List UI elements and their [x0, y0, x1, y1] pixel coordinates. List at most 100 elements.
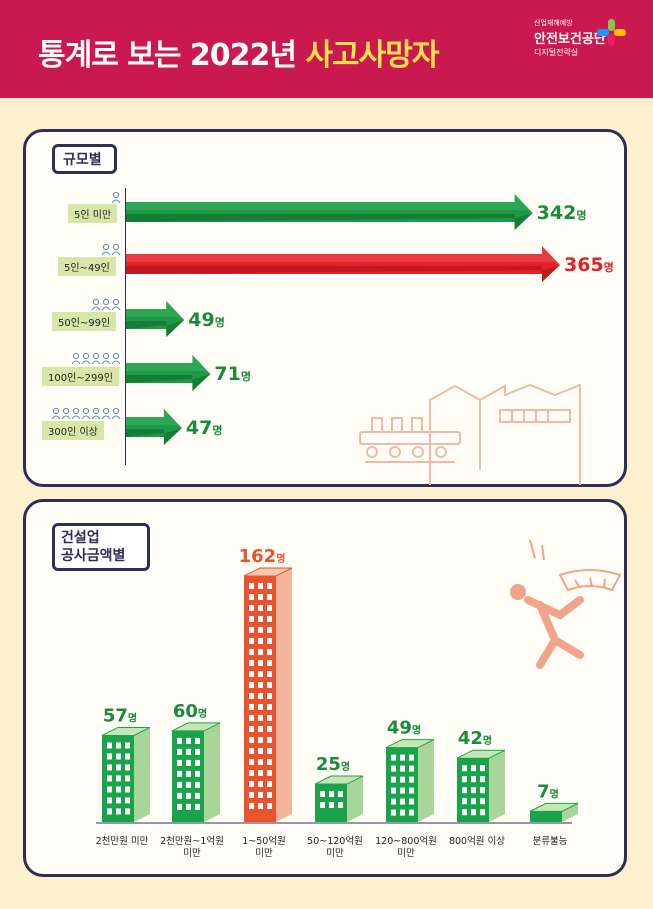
- window: [186, 803, 191, 810]
- window: [471, 776, 476, 783]
- data-label: 342명: [537, 202, 587, 224]
- kosha-logo: 산업재해예방 안전보건공단 디지털전략실: [534, 19, 606, 57]
- window: [258, 704, 263, 710]
- window: [249, 748, 254, 754]
- window: [249, 803, 254, 809]
- data-label: 49명: [188, 309, 225, 331]
- window: [258, 715, 263, 721]
- bar-side: [489, 750, 505, 822]
- window: [125, 753, 130, 760]
- bar-highlight: [126, 355, 211, 374]
- window: [258, 583, 263, 589]
- window: [471, 809, 476, 816]
- window: [391, 754, 396, 761]
- window: [249, 704, 254, 710]
- bar: [243, 567, 293, 822]
- window: [195, 792, 200, 799]
- window: [391, 787, 396, 794]
- construction-section-tag: 건설업 공사금액별: [52, 523, 151, 571]
- window: [267, 649, 272, 655]
- category-label-line: 미만: [255, 848, 273, 859]
- window: [258, 594, 263, 600]
- bar: [126, 409, 182, 445]
- data-label: 7명: [537, 781, 559, 802]
- bar-highlight: [126, 194, 533, 213]
- category-label: 100인~299인: [42, 367, 119, 386]
- window: [267, 638, 272, 644]
- bar-side: [276, 568, 292, 822]
- window: [267, 594, 272, 600]
- window: [186, 770, 191, 777]
- bar: [456, 749, 506, 822]
- window: [177, 792, 182, 799]
- category-label: 800억원 이상: [438, 836, 516, 848]
- window: [107, 753, 112, 760]
- window: [258, 693, 263, 699]
- window: [125, 786, 130, 793]
- window: [462, 776, 467, 783]
- window: [186, 792, 191, 799]
- window: [249, 605, 254, 611]
- category-label: 분류불능: [511, 836, 589, 848]
- category-label-line: 미만: [397, 848, 415, 859]
- window: [258, 627, 263, 633]
- window: [471, 787, 476, 794]
- bar-highlight: [126, 246, 560, 265]
- window: [267, 682, 272, 688]
- page-title: 통계로 보는 2022년 사고사망자: [38, 38, 439, 73]
- category-label-line: 2천만원~1억원: [160, 836, 224, 847]
- category-label: 2천만원 미만: [83, 836, 161, 848]
- bar-top: [314, 775, 364, 785]
- category-label: 50인~99인: [52, 312, 117, 331]
- window: [267, 693, 272, 699]
- category-label-line: 2천만원 미만: [95, 836, 149, 847]
- bar-top: [529, 802, 579, 812]
- window: [177, 748, 182, 755]
- bar-side: [347, 776, 363, 822]
- window: [409, 798, 414, 805]
- data-label: 71명: [214, 363, 251, 385]
- window: [249, 594, 254, 600]
- bar: [385, 739, 435, 822]
- window: [400, 765, 405, 772]
- category-label: 300인 이상: [42, 421, 104, 440]
- window: [249, 726, 254, 732]
- window: [267, 803, 272, 809]
- window: [125, 797, 130, 804]
- bar-arrow: [126, 409, 182, 445]
- window: [267, 748, 272, 754]
- window: [267, 737, 272, 743]
- window: [249, 649, 254, 655]
- data-label: 42명: [458, 728, 492, 749]
- window: [267, 660, 272, 666]
- window: [116, 786, 121, 793]
- bar-shadow: [126, 213, 533, 230]
- window: [249, 693, 254, 699]
- window: [258, 638, 263, 644]
- data-label: 25명: [316, 754, 350, 775]
- window: [116, 742, 121, 749]
- bar: [126, 301, 185, 337]
- window: [400, 809, 405, 816]
- window: [400, 776, 405, 783]
- window: [267, 770, 272, 776]
- window: [258, 671, 263, 677]
- bar-shadow: [126, 428, 182, 445]
- window: [409, 776, 414, 783]
- window: [258, 737, 263, 743]
- data-label: 60명: [173, 701, 207, 722]
- category-label: 120~800억원 미만: [367, 836, 445, 860]
- window: [267, 759, 272, 765]
- window: [258, 759, 263, 765]
- window: [267, 726, 272, 732]
- window: [391, 809, 396, 816]
- window: [462, 798, 467, 805]
- window: [249, 671, 254, 677]
- bar-side: [562, 803, 578, 822]
- window: [177, 737, 182, 744]
- window: [258, 792, 263, 798]
- window: [186, 737, 191, 744]
- window: [258, 781, 263, 787]
- category-label: 1~50억원 미만: [225, 836, 303, 860]
- window: [186, 781, 191, 788]
